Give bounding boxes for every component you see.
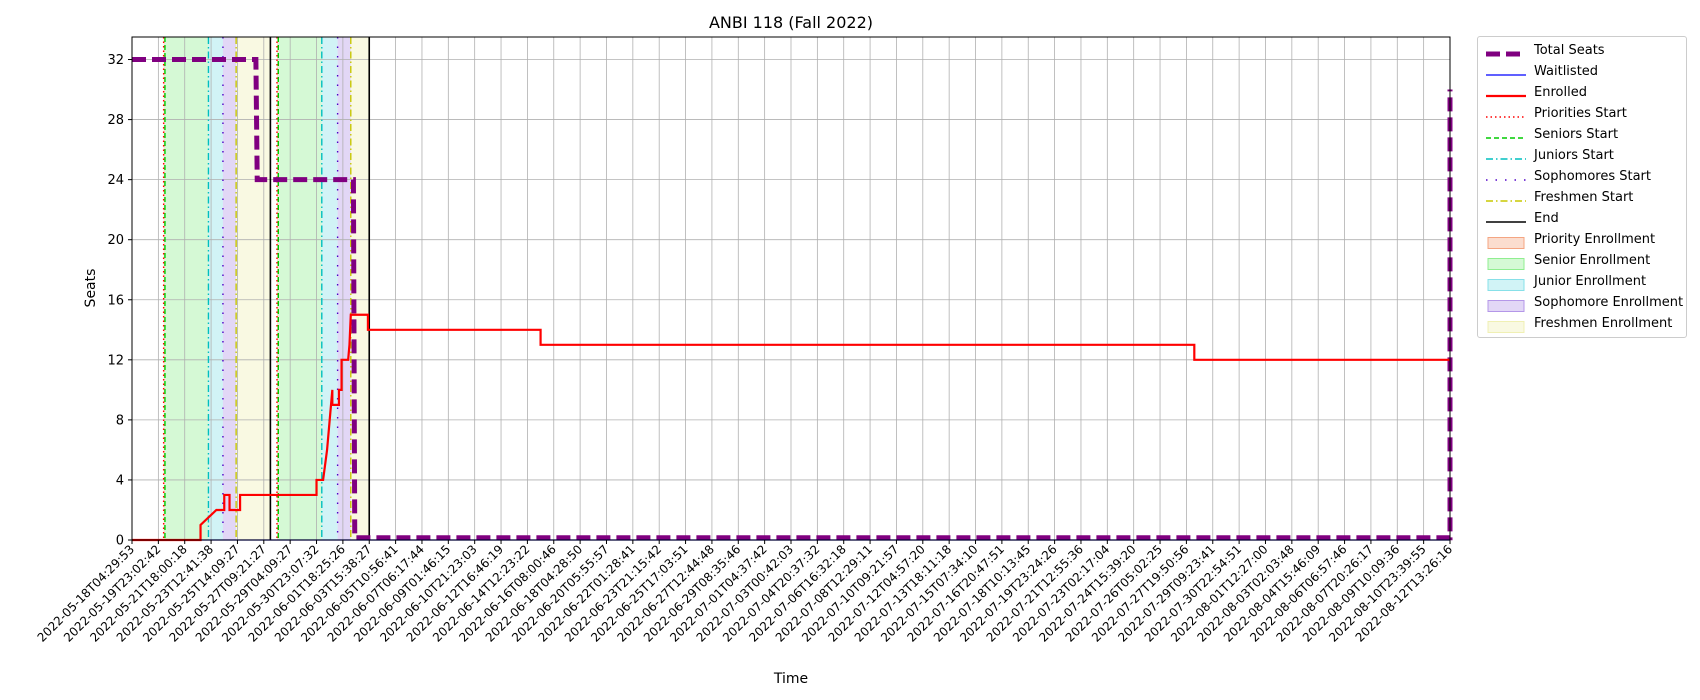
legend-label: Waitlisted xyxy=(1534,64,1599,79)
legend-swatch xyxy=(1484,108,1528,120)
legend-entry: Sophomore Enrollment xyxy=(1478,292,1686,313)
y-tick-label: 32 xyxy=(107,53,124,68)
freshmen-enrollment-span xyxy=(350,37,370,540)
y-tick-label: 28 xyxy=(107,113,124,128)
legend-label: Sophomores Start xyxy=(1534,169,1651,184)
y-tick-label: 24 xyxy=(107,173,124,188)
legend-label: Priorities Start xyxy=(1534,106,1627,121)
y-tick-label: 8 xyxy=(116,413,124,428)
y-tick-label: 16 xyxy=(107,293,124,308)
x-axis-label: Time xyxy=(773,671,808,687)
legend-swatch xyxy=(1484,45,1528,57)
legend-swatch xyxy=(1484,150,1528,162)
legend-swatch xyxy=(1484,255,1528,270)
legend-entry: Senior Enrollment xyxy=(1478,250,1686,271)
sophomore-enrollment-span xyxy=(222,37,237,540)
enrollment-period-spans xyxy=(163,37,370,540)
chart-legend: Total Seats Waitlisted Enrolled Priorities … xyxy=(1477,36,1687,338)
legend-entry: Total Seats xyxy=(1478,40,1686,61)
chart-title: ANBI 118 (Fall 2022) xyxy=(709,13,873,32)
legend-label: Sophomore Enrollment xyxy=(1534,295,1684,310)
legend-entry: Juniors Start xyxy=(1478,145,1686,166)
junior-enrollment-span xyxy=(208,37,223,540)
legend-label: Freshmen Start xyxy=(1534,190,1634,205)
phase-start-markers xyxy=(162,37,371,540)
legend-swatch xyxy=(1484,192,1528,204)
y-tick-label: 4 xyxy=(116,473,124,488)
legend-entry: Priority Enrollment xyxy=(1478,229,1686,250)
legend-label: Priority Enrollment xyxy=(1534,232,1656,247)
legend-entry: End xyxy=(1478,208,1686,229)
legend-swatch xyxy=(1484,171,1528,183)
junior-enrollment-span xyxy=(321,37,338,540)
freshmen-enrollment-span xyxy=(236,37,271,540)
legend-entry: Seniors Start xyxy=(1478,124,1686,145)
legend-entry: Junior Enrollment xyxy=(1478,271,1686,292)
y-tick-label: 20 xyxy=(107,233,124,248)
legend-label: Freshmen Enrollment xyxy=(1534,316,1673,331)
legend-swatch xyxy=(1484,129,1528,141)
legend-entry: Freshmen Start xyxy=(1478,187,1686,208)
legend-swatch xyxy=(1484,213,1528,225)
y-tick-label: 12 xyxy=(107,353,124,368)
legend-entry: Priorities Start xyxy=(1478,103,1686,124)
legend-entry: Enrolled xyxy=(1478,82,1686,103)
senior-enrollment-span xyxy=(164,37,209,540)
legend-entry: Freshmen Enrollment xyxy=(1478,313,1686,334)
senior-enrollment-span xyxy=(278,37,322,540)
legend-swatch xyxy=(1484,234,1528,249)
legend-label: Enrolled xyxy=(1534,85,1587,100)
y-axis-label: Seats xyxy=(83,269,99,308)
legend-label: Seniors Start xyxy=(1534,127,1619,142)
y-tick-label: 0 xyxy=(116,534,124,549)
x-axis: 2022-05-18T04:29:532022-05-19T23:02:4220… xyxy=(35,540,1455,645)
sophomore-enrollment-span xyxy=(337,37,351,540)
y-axis: 0 4 8 12 16 20 24 28 32 xyxy=(107,53,132,549)
legend-swatch xyxy=(1484,318,1528,333)
enrolled-line xyxy=(132,313,1450,542)
legend-swatch xyxy=(1484,87,1528,99)
legend-entry: Waitlisted xyxy=(1478,61,1686,82)
legend-entry: Sophomores Start xyxy=(1478,166,1686,187)
legend-label: Senior Enrollment xyxy=(1534,253,1651,268)
legend-swatch xyxy=(1484,66,1528,78)
legend-label: End xyxy=(1534,211,1559,226)
legend-label: Total Seats xyxy=(1534,43,1605,58)
legend-label: Junior Enrollment xyxy=(1534,274,1647,289)
legend-swatch xyxy=(1484,297,1528,312)
legend-label: Juniors Start xyxy=(1534,148,1614,163)
legend-swatch xyxy=(1484,276,1528,291)
